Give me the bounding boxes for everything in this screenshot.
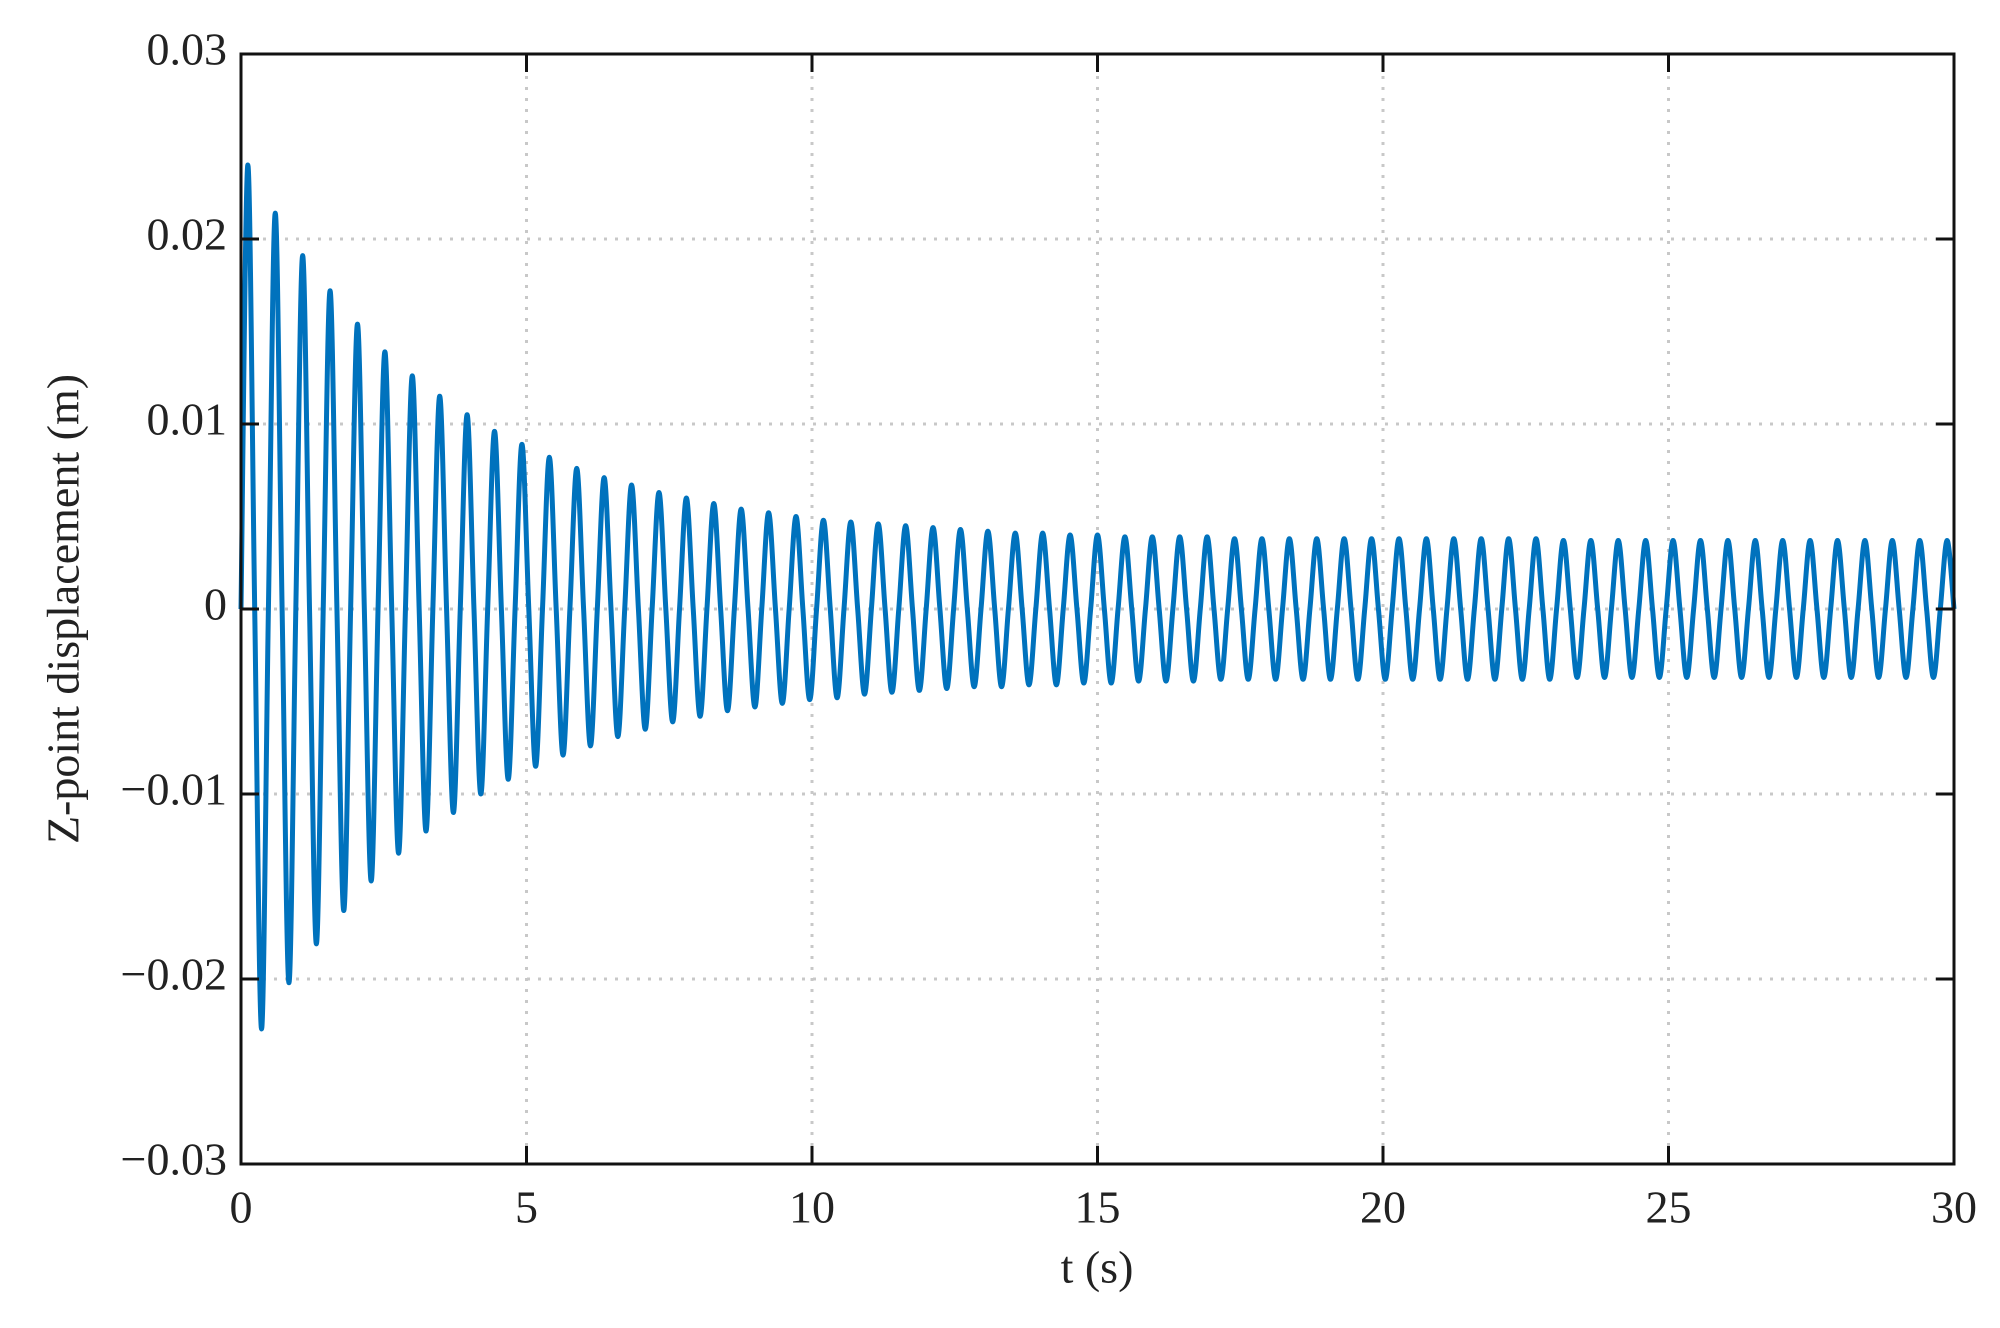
x-tick-label: 30 <box>1931 1182 1977 1233</box>
y-tick-label: 0 <box>204 579 227 630</box>
grid <box>239 52 1956 1166</box>
x-tick-label: 15 <box>1075 1182 1121 1233</box>
x-tick-label: 20 <box>1360 1182 1406 1233</box>
y-tick-label: −0.01 <box>121 764 227 815</box>
y-tick-label: 0.01 <box>147 394 228 445</box>
y-axis-label: Z-point displacement (m) <box>38 374 89 844</box>
x-axis-label: t (s) <box>1061 1242 1134 1293</box>
x-tick-label: 10 <box>789 1182 835 1233</box>
x-tick-label: 0 <box>230 1182 253 1233</box>
y-tick-label: −0.03 <box>121 1134 227 1185</box>
ticks: 0 5 10 15 20 25 30 −0.03 −0.02 −0.01 0 0.01 0.02 0.03 <box>121 24 1977 1233</box>
y-tick-label: −0.02 <box>121 949 227 1000</box>
y-tick-label: 0.03 <box>147 24 228 75</box>
data-line <box>238 162 1957 1032</box>
x-tick-label: 5 <box>515 1182 538 1233</box>
x-tick-label: 25 <box>1646 1182 1692 1233</box>
y-tick-label: 0.02 <box>147 209 228 260</box>
plot-lines <box>238 162 1957 1032</box>
